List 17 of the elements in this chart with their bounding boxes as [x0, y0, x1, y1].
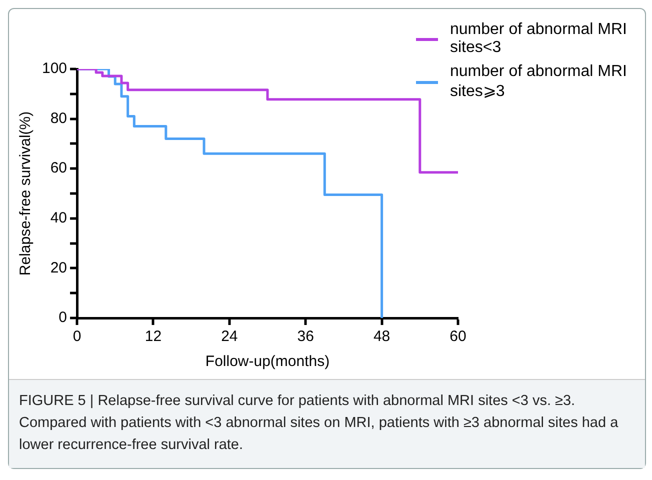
- y-tick-label: 40: [50, 210, 68, 227]
- x-tick-label: 60: [450, 328, 466, 346]
- x-tick-label: 24: [221, 328, 238, 346]
- legend-label: number of abnormal MRI sites⩾3: [450, 63, 628, 101]
- x-tick-label: 36: [297, 328, 314, 346]
- x-tick-label: 0: [72, 328, 82, 346]
- legend-label: number of abnormal MRI sites<3: [450, 21, 628, 57]
- caption: FIGURE 5 | Relapse-free survival curve for patients with abnormal MRI sites <3 vs. ≥3. Compared with patients with <3 abnormal sites on MRI, patients with ≥3 abnormal sites had a lower recurrence-free survival rate.: [19, 392, 620, 455]
- x-axis-title: Follow-up(months): [205, 353, 330, 370]
- y-tick-label: 100: [42, 60, 68, 78]
- y-tick-label: 80: [50, 110, 68, 127]
- y-axis-title: Relapse-free survival(%): [17, 111, 34, 276]
- x-tick-label: 12: [144, 328, 162, 346]
- y-tick-label: 0: [58, 309, 68, 326]
- y-tick-label: 20: [50, 259, 68, 276]
- y-tick-label: 60: [50, 160, 68, 177]
- x-tick-label: 48: [373, 328, 390, 346]
